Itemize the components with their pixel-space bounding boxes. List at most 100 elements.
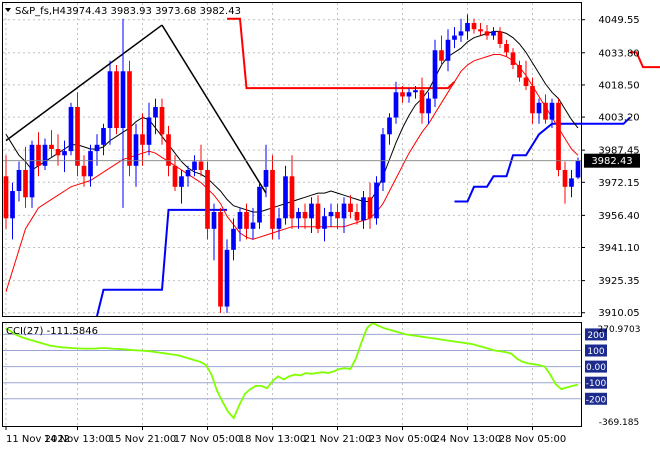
y-tick-label: 3972.15	[598, 178, 639, 189]
candle-body	[140, 134, 145, 145]
cci-level-badge	[585, 328, 607, 341]
candle	[107, 60, 113, 145]
candle	[88, 144, 93, 187]
x-tick-label: 23 Nov 05:00	[369, 434, 436, 445]
cci-title: CCI(27) -111.5846	[6, 326, 98, 337]
candle	[231, 218, 236, 261]
candle	[146, 102, 152, 156]
candle	[335, 203, 340, 229]
cci-level-label: -200	[586, 395, 607, 405]
candle	[400, 85, 405, 103]
candle	[270, 155, 275, 240]
candle-body	[523, 77, 529, 86]
candle	[68, 102, 74, 156]
candle-body	[185, 170, 191, 177]
candle-body	[549, 102, 555, 120]
candle	[374, 176, 379, 225]
candle	[413, 85, 418, 99]
candle	[536, 98, 542, 124]
y-tick-label: 3925.35	[598, 276, 639, 287]
candle-body	[322, 216, 327, 229]
candle	[114, 64, 119, 135]
candle	[10, 182, 15, 240]
candle	[218, 207, 223, 313]
price-axis: 4049.55 4033.80 4018.50 4003.20 3987.45 3972.…	[581, 15, 640, 319]
candle	[458, 18, 464, 42]
candle	[361, 191, 366, 229]
candle-body	[23, 170, 28, 198]
candle-body	[367, 197, 373, 219]
candle	[309, 197, 314, 234]
candle-body	[205, 170, 210, 229]
y-tick-label: 3941.10	[598, 243, 639, 254]
candle	[471, 18, 477, 34]
candle	[406, 88, 412, 103]
candle-body	[3, 176, 9, 219]
y-tick-label: 3910.05	[598, 308, 639, 319]
candle	[575, 157, 581, 180]
cci-level-label: 100	[587, 347, 604, 357]
candle	[101, 123, 106, 156]
candle-body	[393, 92, 399, 118]
candle-body	[36, 144, 41, 166]
candle	[49, 130, 54, 158]
candle-body	[218, 212, 223, 307]
candle-body	[465, 22, 470, 32]
candle	[276, 207, 282, 240]
candle	[504, 39, 509, 57]
candle-body	[302, 212, 308, 219]
x-tick-label: 21 Nov 21:00	[304, 434, 371, 445]
candle	[510, 48, 516, 70]
dropdown-triangle-icon[interactable]	[5, 8, 11, 12]
candle-body	[309, 203, 314, 219]
candle-body	[328, 212, 334, 217]
candle	[244, 203, 249, 240]
candle	[3, 155, 9, 229]
trendlines	[5, 24, 267, 194]
candle	[426, 92, 431, 124]
candle-body	[335, 212, 340, 219]
candle-body	[166, 134, 171, 166]
candle-body	[62, 151, 67, 156]
candle-body	[75, 106, 80, 166]
supertrend-down-line	[227, 17, 456, 90]
candle	[192, 155, 197, 177]
candle	[224, 239, 230, 313]
candle	[120, 18, 126, 208]
candle-body	[510, 52, 516, 65]
candle-body	[458, 31, 464, 36]
candle	[341, 197, 347, 234]
y-tick-label: 4049.55	[598, 15, 639, 26]
candle-body	[276, 218, 282, 229]
candle-body	[179, 176, 184, 187]
candle	[393, 81, 399, 124]
candle-body	[127, 71, 132, 166]
y-tick-label: 4018.50	[598, 80, 639, 91]
candle	[354, 203, 360, 225]
cci-plot-frame	[2, 322, 582, 427]
candle-body	[484, 31, 490, 36]
candle-body	[289, 176, 295, 219]
x-tick-label: 14 Nov 13:00	[44, 434, 111, 445]
chart-symbol: S&P_fs,H4	[15, 6, 66, 17]
supertrend-indicator	[96, 17, 660, 317]
candle	[380, 127, 386, 192]
candle-body	[296, 212, 301, 219]
candle	[36, 132, 41, 177]
candle-body	[257, 186, 262, 223]
cci-level-badge	[585, 344, 607, 357]
candle-body	[504, 43, 509, 53]
candle	[237, 207, 243, 242]
candle	[263, 144, 269, 198]
candle	[250, 207, 256, 240]
candle	[172, 155, 178, 192]
candle	[289, 155, 295, 229]
candle	[348, 195, 353, 219]
candle-body	[452, 35, 457, 40]
trendline	[5, 24, 163, 142]
candle-body	[81, 165, 87, 177]
candle	[556, 98, 561, 177]
candle-body	[530, 85, 535, 114]
candle	[328, 203, 334, 227]
